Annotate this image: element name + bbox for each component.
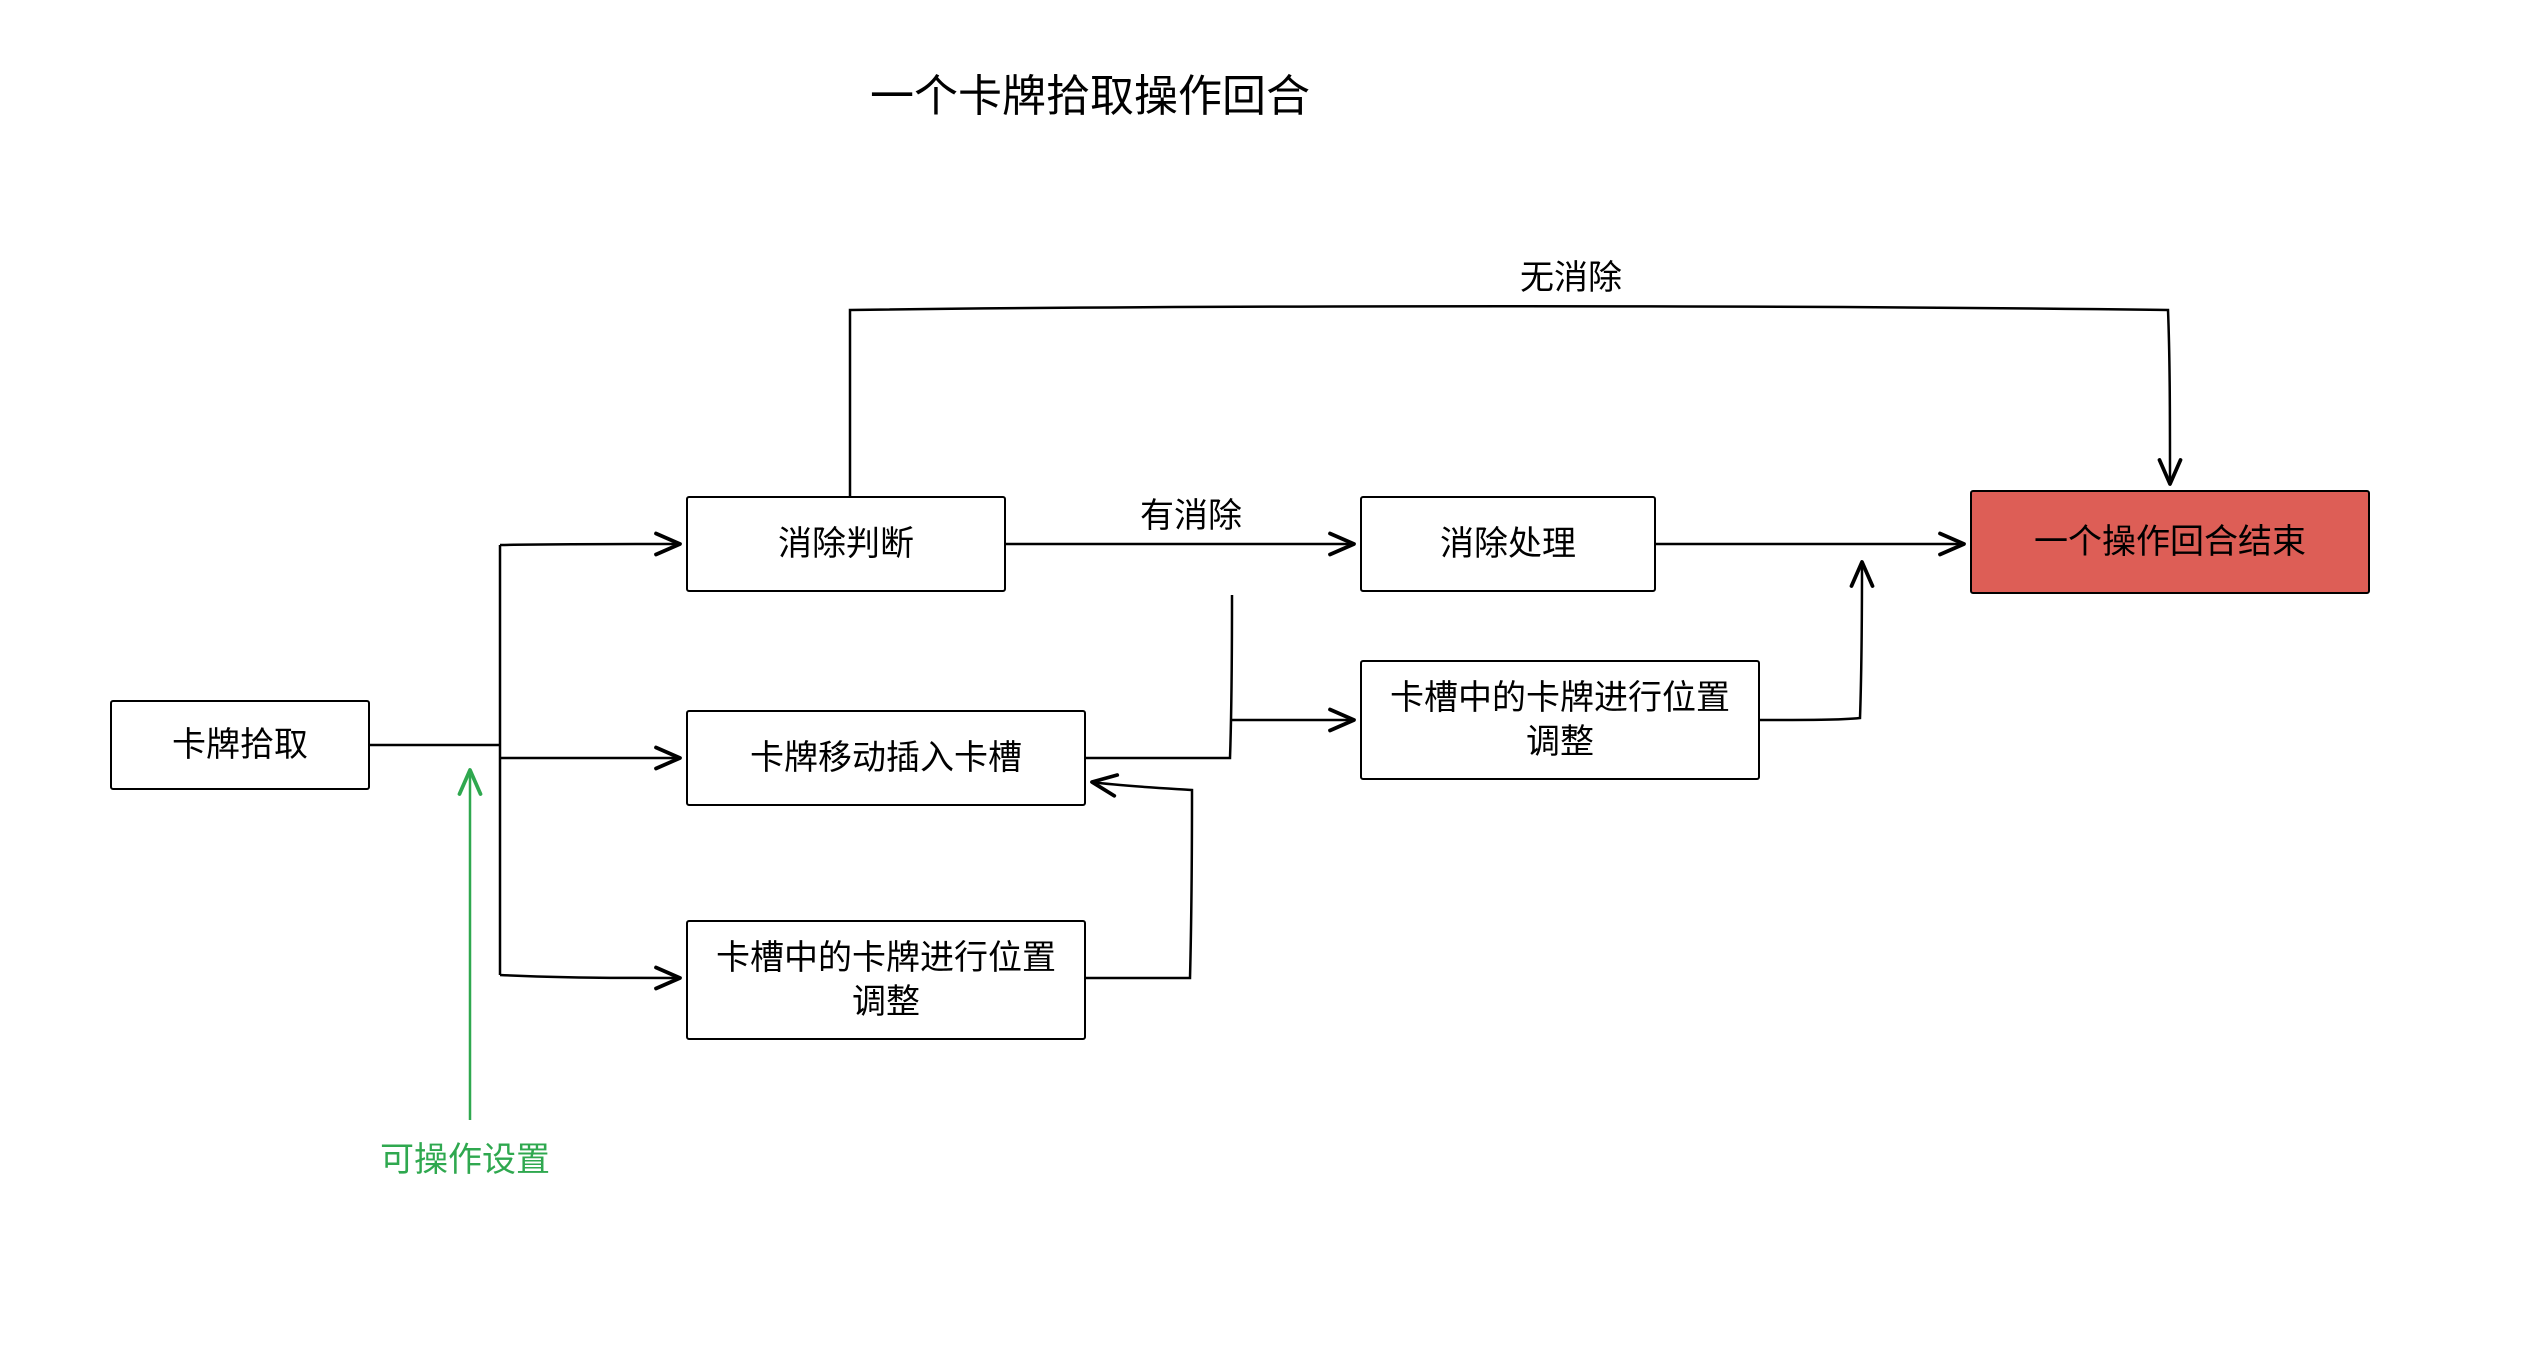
node-round-end: 一个操作回合结束: [1970, 490, 2370, 594]
annotation-operable-setting: 可操作设置: [380, 1132, 550, 1181]
node-card-move-insert: 卡牌移动插入卡槽: [686, 710, 1086, 806]
flowchart-canvas: 一个卡牌拾取操作回合: [0, 0, 2546, 1352]
node-label: 卡牌拾取: [172, 723, 308, 767]
node-elimination-process: 消除处理: [1360, 496, 1656, 592]
edge-label-has-elimination: 有消除: [1140, 488, 1242, 537]
edge-label-no-elimination: 无消除: [1520, 250, 1622, 299]
node-label: 卡牌移动插入卡槽: [750, 736, 1022, 780]
node-label: 卡槽中的卡牌进行位置调整: [1378, 676, 1742, 764]
node-label: 消除判断: [778, 522, 914, 566]
node-slot-position-adjust-upper: 卡槽中的卡牌进行位置调整: [1360, 660, 1760, 780]
node-slot-position-adjust-lower: 卡槽中的卡牌进行位置调整: [686, 920, 1086, 1040]
diagram-title: 一个卡牌拾取操作回合: [870, 60, 1310, 124]
node-label: 卡槽中的卡牌进行位置调整: [704, 936, 1068, 1024]
node-card-pickup: 卡牌拾取: [110, 700, 370, 790]
node-label: 消除处理: [1440, 522, 1576, 566]
node-label: 一个操作回合结束: [2034, 520, 2306, 564]
node-elimination-check: 消除判断: [686, 496, 1006, 592]
